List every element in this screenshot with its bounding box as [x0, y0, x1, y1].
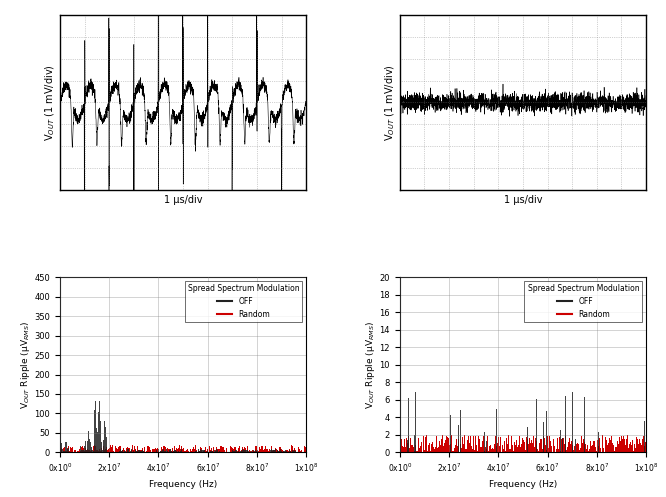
- Y-axis label: V$_{OUT}$ (1 mV/div): V$_{OUT}$ (1 mV/div): [384, 64, 397, 141]
- Y-axis label: V$_{OUT}$ (1 mV/div): V$_{OUT}$ (1 mV/div): [43, 64, 57, 141]
- X-axis label: Frequency (Hz): Frequency (Hz): [149, 480, 217, 489]
- Legend: OFF, Random: OFF, Random: [524, 281, 642, 322]
- X-axis label: 1 μs/div: 1 μs/div: [503, 195, 542, 205]
- X-axis label: Frequency (Hz): Frequency (Hz): [489, 480, 557, 489]
- Y-axis label: V$_{OUT}$ Ripple (μV$_{RMS}$): V$_{OUT}$ Ripple (μV$_{RMS}$): [364, 321, 377, 409]
- Legend: OFF, Random: OFF, Random: [184, 281, 302, 322]
- X-axis label: 1 μs/div: 1 μs/div: [164, 195, 202, 205]
- Y-axis label: V$_{OUT}$ Ripple (μV$_{RMS}$): V$_{OUT}$ Ripple (μV$_{RMS}$): [19, 321, 31, 409]
